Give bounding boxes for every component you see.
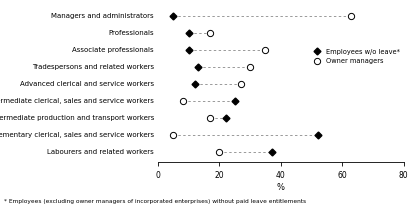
Legend: Employees w/o leave*, Owner managers: Employees w/o leave*, Owner managers (310, 49, 400, 64)
X-axis label: %: % (277, 183, 285, 192)
Text: * Employees (excluding owner managers of incorporated enterprises) without paid : * Employees (excluding owner managers of… (4, 199, 306, 204)
